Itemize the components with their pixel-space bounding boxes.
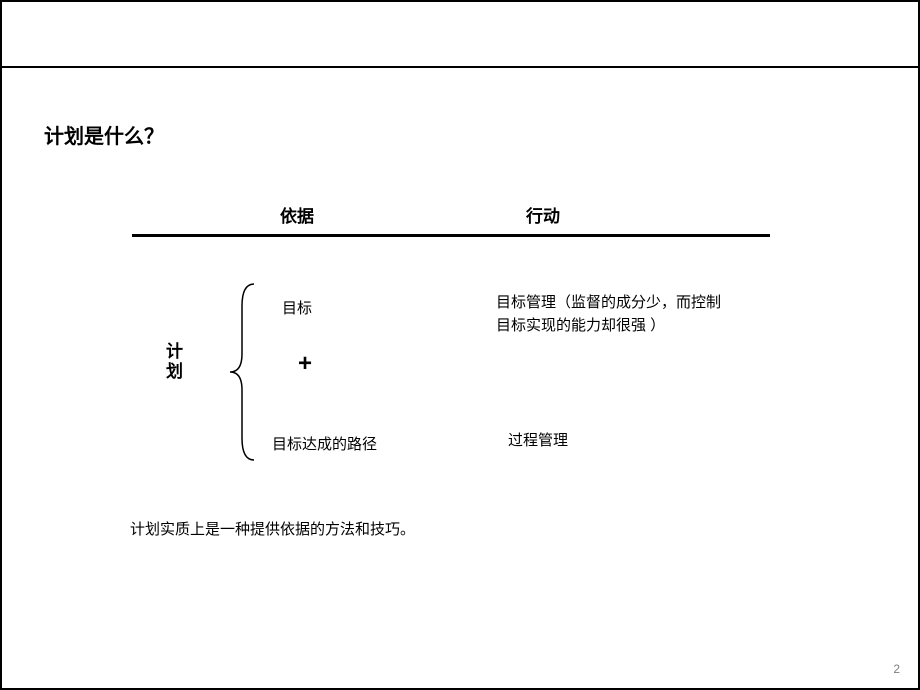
column-header-basis: 依据	[280, 202, 314, 227]
summary-text: 计划实质上是一种提供依据的方法和技巧。	[130, 518, 415, 539]
header-underline	[132, 234, 770, 237]
brace-icon	[226, 282, 256, 462]
plan-label: 计划	[166, 342, 186, 383]
cell-goal-management: 目标管理（监督的成分少，而控制目标实现的能力却很强 ）	[496, 292, 726, 337]
cell-path: 目标达成的路径	[272, 434, 377, 457]
cell-goal: 目标	[282, 298, 312, 321]
column-header-action: 行动	[526, 202, 560, 227]
cell-process-management: 过程管理	[508, 430, 568, 453]
top-divider	[2, 66, 918, 68]
slide-title: 计划是什么？	[44, 120, 164, 149]
plus-sign: +	[298, 350, 312, 378]
page-number: 2	[893, 662, 900, 676]
